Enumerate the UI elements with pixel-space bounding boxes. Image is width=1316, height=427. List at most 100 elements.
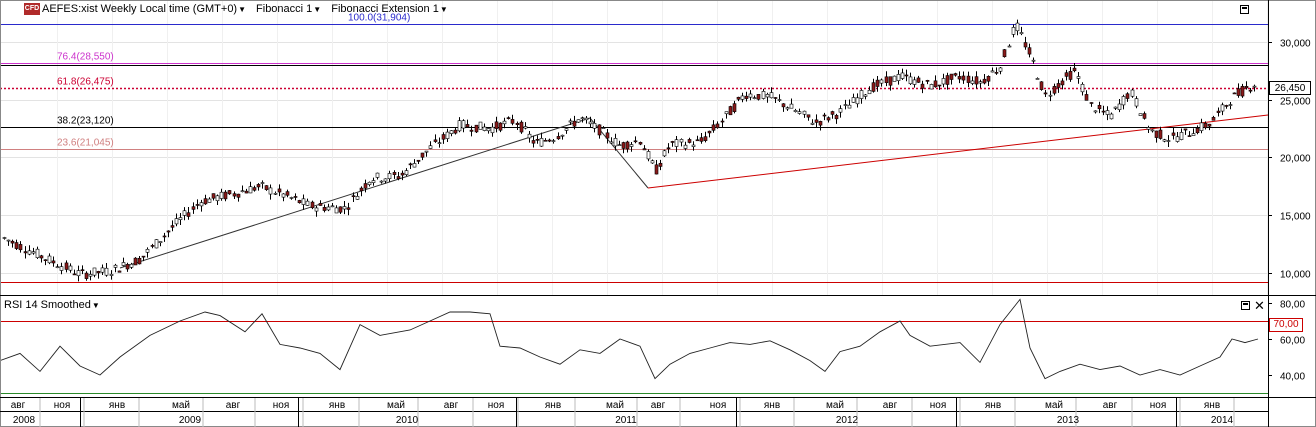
- candle-body: [925, 79, 930, 82]
- candle-body: [679, 139, 684, 143]
- candle-body: [724, 111, 729, 115]
- candle-body: [961, 75, 966, 81]
- candle-body: [937, 84, 942, 87]
- candle-body: [150, 245, 155, 247]
- candle-body: [551, 140, 556, 142]
- candle-body: [59, 266, 64, 271]
- candle-body: [404, 170, 409, 175]
- candle-body: [170, 225, 175, 228]
- candle-body: [301, 198, 306, 205]
- candle-body: [986, 76, 991, 82]
- candle-body: [133, 257, 138, 266]
- candle-body: [383, 178, 388, 182]
- month-label: янв: [329, 400, 345, 411]
- candle-body: [929, 84, 934, 90]
- trend-lines: [119, 114, 1269, 269]
- candle-body: [1027, 47, 1032, 55]
- candle-body: [424, 150, 429, 153]
- rsi-title: RSI 14 Smoothed: [4, 299, 91, 311]
- candle-body: [568, 120, 573, 123]
- chevron-down-icon[interactable]: ▼: [238, 5, 247, 14]
- candle-body: [810, 122, 815, 125]
- candle-body: [523, 126, 528, 129]
- candle-body: [847, 104, 852, 109]
- candle-body: [510, 119, 515, 124]
- candle-body: [564, 128, 569, 131]
- candle-body: [396, 176, 401, 180]
- chevron-down-icon[interactable]: ▼: [439, 5, 448, 14]
- chevron-down-icon[interactable]: ▼: [91, 301, 100, 310]
- candle-body: [547, 139, 552, 142]
- symbol-selector[interactable]: AEFES:xist Weekly Local time (GMT+0)▼: [42, 3, 246, 15]
- candle-body: [843, 104, 848, 106]
- candle-body: [1171, 132, 1176, 136]
- candle-body: [1236, 88, 1241, 96]
- candle-body: [720, 120, 725, 123]
- candle-body: [1015, 22, 1020, 32]
- candle-body: [1125, 93, 1130, 99]
- candle-body: [39, 255, 44, 259]
- fib-level-label: 23.6(21,045): [57, 138, 114, 149]
- candle-body: [592, 123, 597, 129]
- candle-body: [1031, 59, 1036, 62]
- candle-body: [1138, 113, 1143, 116]
- candle-body: [908, 76, 913, 85]
- chevron-down-icon[interactable]: ▼: [313, 5, 322, 14]
- candle-body: [1207, 123, 1212, 127]
- candle-body: [23, 251, 28, 254]
- candle-body: [1244, 86, 1249, 89]
- candle-body: [211, 193, 216, 199]
- fibonacci-extension-indicator[interactable]: Fibonacci Extension 1▼: [331, 3, 448, 15]
- candle-body: [363, 183, 368, 189]
- candle-body: [970, 80, 975, 84]
- candle-body: [207, 198, 212, 203]
- candle-body: [1248, 89, 1253, 92]
- candle-body: [252, 187, 257, 191]
- candle-body: [621, 142, 626, 149]
- candle-body: [392, 172, 397, 175]
- maximize-icon[interactable]: [1240, 5, 1249, 14]
- candle-body: [699, 137, 704, 142]
- candle-body: [822, 114, 827, 117]
- candle-body: [826, 117, 831, 121]
- candle-body: [223, 191, 228, 200]
- candle-body: [461, 120, 466, 129]
- year-label: 2012: [836, 415, 859, 426]
- candle-body: [691, 144, 696, 147]
- month-label: ноя: [273, 400, 290, 411]
- candle-body: [1089, 102, 1094, 104]
- candle-body: [154, 239, 159, 249]
- candle-body: [953, 73, 958, 76]
- candle-body: [1043, 92, 1048, 95]
- fib-level-label: 76.4(28,550): [57, 52, 114, 63]
- fibonacci-indicator[interactable]: Fibonacci 1▼: [256, 3, 321, 15]
- candle-body: [818, 121, 823, 126]
- candle-body: [871, 82, 876, 92]
- month-label: янв: [1204, 400, 1220, 411]
- year-label: 2010: [396, 415, 419, 426]
- candle-body: [195, 204, 200, 206]
- candle-body: [966, 75, 971, 83]
- candle-body: [260, 182, 265, 184]
- candle-body: [978, 81, 983, 84]
- candle-body: [482, 126, 487, 131]
- candle-body: [104, 267, 109, 276]
- candle-body: [355, 196, 360, 200]
- candle-body: [736, 96, 741, 100]
- candle-body: [560, 134, 565, 137]
- candle-body: [14, 242, 19, 249]
- candle-body: [256, 184, 261, 188]
- rsi-indicator[interactable]: RSI 14 Smoothed▼: [4, 299, 100, 311]
- candle-body: [268, 187, 273, 195]
- candle-body: [949, 73, 954, 80]
- candle-body: [441, 134, 446, 140]
- candle-body: [576, 119, 581, 123]
- candle-body: [1035, 78, 1040, 80]
- maximize-icon[interactable]: [1241, 301, 1250, 310]
- close-icon[interactable]: ✕: [1254, 298, 1265, 313]
- candle-body: [1011, 27, 1016, 35]
- candle-body: [330, 205, 335, 208]
- candle-body: [609, 141, 614, 144]
